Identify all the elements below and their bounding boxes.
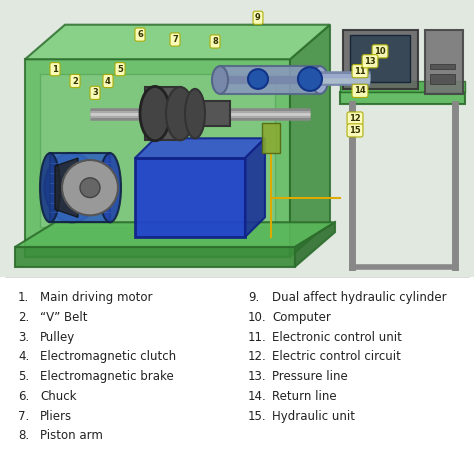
Text: 8.: 8. <box>18 429 29 442</box>
Bar <box>430 64 455 69</box>
Text: 10: 10 <box>374 47 386 56</box>
Text: 12.: 12. <box>248 350 267 363</box>
Circle shape <box>62 160 118 215</box>
Text: 2: 2 <box>72 77 78 85</box>
Text: Piston arm: Piston arm <box>40 429 103 442</box>
Bar <box>425 30 463 94</box>
Polygon shape <box>245 138 265 237</box>
Text: 2.: 2. <box>18 311 29 324</box>
Bar <box>350 35 410 82</box>
Text: 10.: 10. <box>248 311 266 324</box>
Ellipse shape <box>185 89 205 138</box>
Polygon shape <box>340 81 465 92</box>
Text: 4.: 4. <box>18 350 29 363</box>
Text: 6: 6 <box>137 30 143 39</box>
Polygon shape <box>25 25 330 59</box>
Polygon shape <box>25 59 290 257</box>
Text: 3: 3 <box>92 89 98 97</box>
Text: Dual affect hydraulic cylinder: Dual affect hydraulic cylinder <box>272 291 447 304</box>
Polygon shape <box>135 138 265 158</box>
Ellipse shape <box>40 153 60 222</box>
Text: 1: 1 <box>52 65 58 74</box>
Text: 7.: 7. <box>18 409 29 423</box>
Text: 5: 5 <box>117 65 123 74</box>
Ellipse shape <box>212 66 228 94</box>
Polygon shape <box>15 222 335 247</box>
Text: 5.: 5. <box>18 370 29 383</box>
Ellipse shape <box>312 66 328 94</box>
Circle shape <box>298 67 322 91</box>
Bar <box>50 153 110 222</box>
Text: 11.: 11. <box>248 331 267 344</box>
Text: 11: 11 <box>354 67 366 76</box>
Text: 4: 4 <box>105 77 111 85</box>
Text: Computer: Computer <box>272 311 331 324</box>
Circle shape <box>248 69 268 89</box>
Text: Electromagnetic clutch: Electromagnetic clutch <box>40 350 176 363</box>
Text: 9.: 9. <box>248 291 259 304</box>
Bar <box>195 101 230 126</box>
Text: Pliers: Pliers <box>40 409 72 423</box>
Polygon shape <box>15 247 295 267</box>
Text: Return line: Return line <box>272 390 337 403</box>
Text: 13.: 13. <box>248 370 266 383</box>
Text: 1.: 1. <box>18 291 29 304</box>
Text: 7: 7 <box>172 35 178 44</box>
Text: Pulley: Pulley <box>40 331 75 344</box>
Ellipse shape <box>99 153 121 222</box>
Polygon shape <box>295 222 335 267</box>
Polygon shape <box>290 25 330 257</box>
Text: 15: 15 <box>349 126 361 135</box>
Ellipse shape <box>45 153 100 222</box>
Bar <box>135 158 245 237</box>
Bar <box>262 124 280 153</box>
Text: 14.: 14. <box>248 390 267 403</box>
Bar <box>340 92 465 104</box>
Bar <box>430 74 455 84</box>
Text: Pressure line: Pressure line <box>272 370 348 383</box>
Text: 3.: 3. <box>18 331 29 344</box>
Text: Chuck: Chuck <box>40 390 76 403</box>
Bar <box>145 87 180 140</box>
Bar <box>343 30 418 89</box>
Polygon shape <box>55 158 78 217</box>
Text: Hydraulic unit: Hydraulic unit <box>272 409 355 423</box>
Text: 15.: 15. <box>248 409 266 423</box>
Ellipse shape <box>166 87 194 140</box>
Text: Electric control circuit: Electric control circuit <box>272 350 401 363</box>
Text: Electromagnetic brake: Electromagnetic brake <box>40 370 174 383</box>
Text: 13: 13 <box>364 57 376 66</box>
Text: Electronic control unit: Electronic control unit <box>272 331 402 344</box>
Bar <box>40 74 275 227</box>
Text: 8: 8 <box>212 37 218 46</box>
Text: 12: 12 <box>349 114 361 123</box>
Bar <box>220 66 320 94</box>
Circle shape <box>80 178 100 198</box>
Text: Main driving motor: Main driving motor <box>40 291 153 304</box>
Text: 6.: 6. <box>18 390 29 403</box>
Text: 14: 14 <box>354 86 366 95</box>
Text: 9: 9 <box>255 13 261 22</box>
Ellipse shape <box>140 87 170 141</box>
Text: “V” Belt: “V” Belt <box>40 311 88 324</box>
